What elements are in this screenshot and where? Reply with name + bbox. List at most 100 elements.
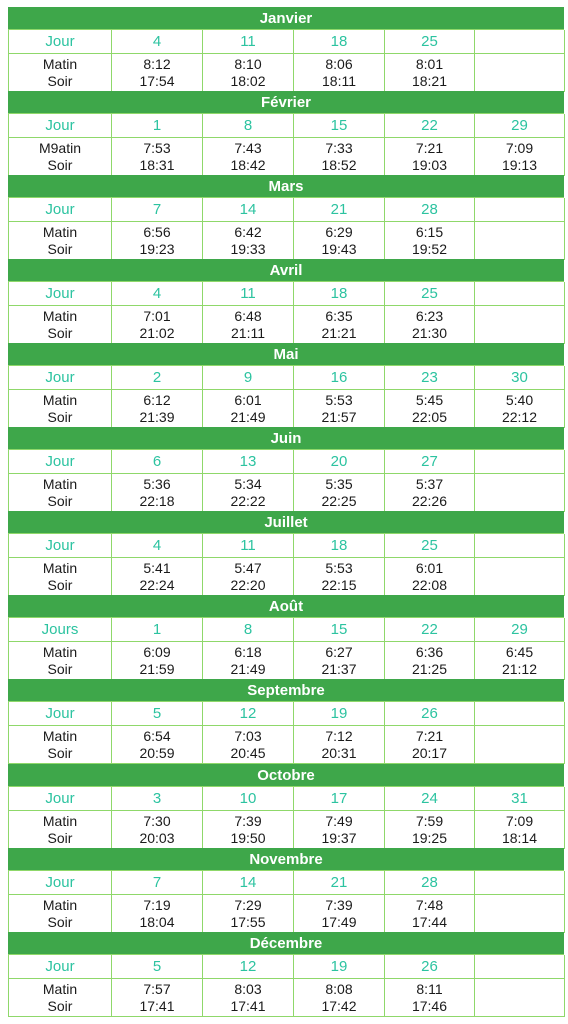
day-number: 8 (203, 618, 294, 642)
soir-time: 17:41 (230, 997, 266, 1014)
day-number: 25 (385, 534, 475, 558)
soir-time: 22:05 (411, 408, 448, 425)
times-cell (475, 726, 565, 764)
matin-label: Matin (42, 391, 78, 408)
time-labels-cell: Matin Soir (9, 726, 112, 764)
month-block: Février Jour 1 8 15 22 29 M9atin Soir 7:53 18:31 7:… (8, 91, 565, 176)
soir-time: 21:39 (139, 408, 175, 425)
times-cell: 7:49 19:37 (294, 811, 385, 849)
day-number: 19 (294, 955, 385, 979)
time-labels-cell: Matin Soir (9, 895, 112, 933)
day-number: 21 (294, 871, 385, 895)
matin-time: 5:45 (415, 391, 444, 408)
soir-time: 19:33 (230, 240, 266, 257)
matin-time: 6:35 (325, 307, 353, 324)
day-number: 4 (112, 30, 203, 54)
matin-time: 7:12 (325, 727, 353, 744)
month-header: Juin (8, 427, 564, 449)
day-row-label: Jour (9, 30, 112, 54)
soir-time: 18:11 (322, 72, 356, 89)
day-row-label: Jour (9, 450, 112, 474)
day-number: 5 (112, 955, 203, 979)
month-block: Septembre Jour 5 12 19 26 Matin Soir 6:54 20:59 7:… (8, 679, 565, 764)
day-number: 15 (294, 618, 385, 642)
times-cell: 6:12 21:39 (112, 390, 203, 428)
day-row-label: Jour (9, 366, 112, 390)
day-number: 21 (294, 198, 385, 222)
times-cell: 7:48 17:44 (385, 895, 475, 933)
soir-label: Soir (47, 324, 73, 341)
day-number: 2 (112, 366, 203, 390)
soir-time: 19:50 (230, 829, 266, 846)
soir-time: 17:46 (411, 997, 448, 1014)
month-block: Janvier Jour 4 11 18 25 Matin Soir 8:12 17:54 8:10… (8, 7, 565, 92)
matin-time: 8:12 (143, 55, 171, 72)
soir-label: Soir (47, 408, 73, 425)
day-number: 7 (112, 198, 203, 222)
matin-time: 8:08 (325, 980, 353, 997)
matin-time: 7:39 (234, 812, 262, 829)
soir-time: 17:55 (230, 913, 266, 930)
soir-time: 21:30 (411, 324, 448, 341)
matin-time: 7:48 (415, 896, 444, 913)
matin-time: 7:53 (143, 139, 171, 156)
matin-time: 7:21 (415, 727, 444, 744)
time-labels-cell: Matin Soir (9, 558, 112, 596)
soir-time: 20:17 (411, 744, 448, 761)
times-cell: 6:15 19:52 (385, 222, 475, 260)
matin-label: Matin (42, 812, 78, 829)
times-cell: 6:54 20:59 (112, 726, 203, 764)
times-cell (475, 558, 565, 596)
day-number: 19 (294, 702, 385, 726)
month-header: Mai (8, 343, 564, 365)
month-header: Octobre (8, 764, 564, 786)
times-cell: 7:21 19:03 (385, 138, 475, 176)
day-number: 7 (112, 871, 203, 895)
day-number: 10 (203, 787, 294, 811)
matin-time: 5:35 (325, 475, 353, 492)
day-number (475, 30, 565, 54)
matin-time: 8:11 (416, 980, 443, 997)
day-row-label: Jour (9, 955, 112, 979)
matin-time: 5:47 (234, 559, 262, 576)
times-cell: 7:30 20:03 (112, 811, 203, 849)
day-number (475, 702, 565, 726)
matin-time: 6:36 (415, 643, 444, 660)
day-row-label: Jour (9, 282, 112, 306)
day-number: 22 (385, 114, 475, 138)
matin-time: 5:34 (234, 475, 262, 492)
times-cell: 5:35 22:25 (294, 474, 385, 512)
matin-time: 7:03 (234, 727, 262, 744)
matin-time: 6:29 (325, 223, 353, 240)
month-header: Novembre (8, 848, 564, 870)
day-number: 18 (294, 534, 385, 558)
times-cell: 5:34 22:22 (203, 474, 294, 512)
matin-label: Matin (42, 475, 78, 492)
day-row-label: Jour (9, 787, 112, 811)
soir-time: 22:25 (321, 492, 357, 509)
month-table: Jour 6 13 20 27 Matin Soir 5:36 22:18 5:34 22:22 5:… (8, 449, 565, 512)
soir-label: Soir (47, 240, 73, 257)
day-number: 30 (475, 366, 565, 390)
matin-time: 7:59 (415, 812, 444, 829)
times-cell: 7:39 19:50 (203, 811, 294, 849)
day-number: 9 (203, 366, 294, 390)
matin-label: Matin (42, 980, 78, 997)
month-table: Jour 7 14 21 28 Matin Soir 6:56 19:23 6:42 19:33 6:… (8, 197, 565, 260)
month-table: Jours 1 8 15 22 29 Matin Soir 6:09 21:59 6:18 21:49… (8, 617, 565, 680)
soir-label: Soir (47, 829, 73, 846)
matin-time: 5:40 (505, 391, 534, 408)
times-cell: 5:40 22:12 (475, 390, 565, 428)
matin-label: M9atin (38, 139, 82, 156)
month-header: Décembre (8, 932, 564, 954)
matin-label: Matin (42, 307, 78, 324)
month-block: Juillet Jour 4 11 18 25 Matin Soir 5:41 22:24 5:47… (8, 511, 565, 596)
day-number: 17 (294, 787, 385, 811)
day-number: 22 (385, 618, 475, 642)
month-table: Jour 1 8 15 22 29 M9atin Soir 7:53 18:31 7:43 18:42… (8, 113, 565, 176)
soir-time: 20:31 (321, 744, 357, 761)
matin-time: 6:12 (143, 391, 171, 408)
day-number (475, 282, 565, 306)
soir-label: Soir (47, 660, 73, 677)
times-cell: 5:37 22:26 (385, 474, 475, 512)
